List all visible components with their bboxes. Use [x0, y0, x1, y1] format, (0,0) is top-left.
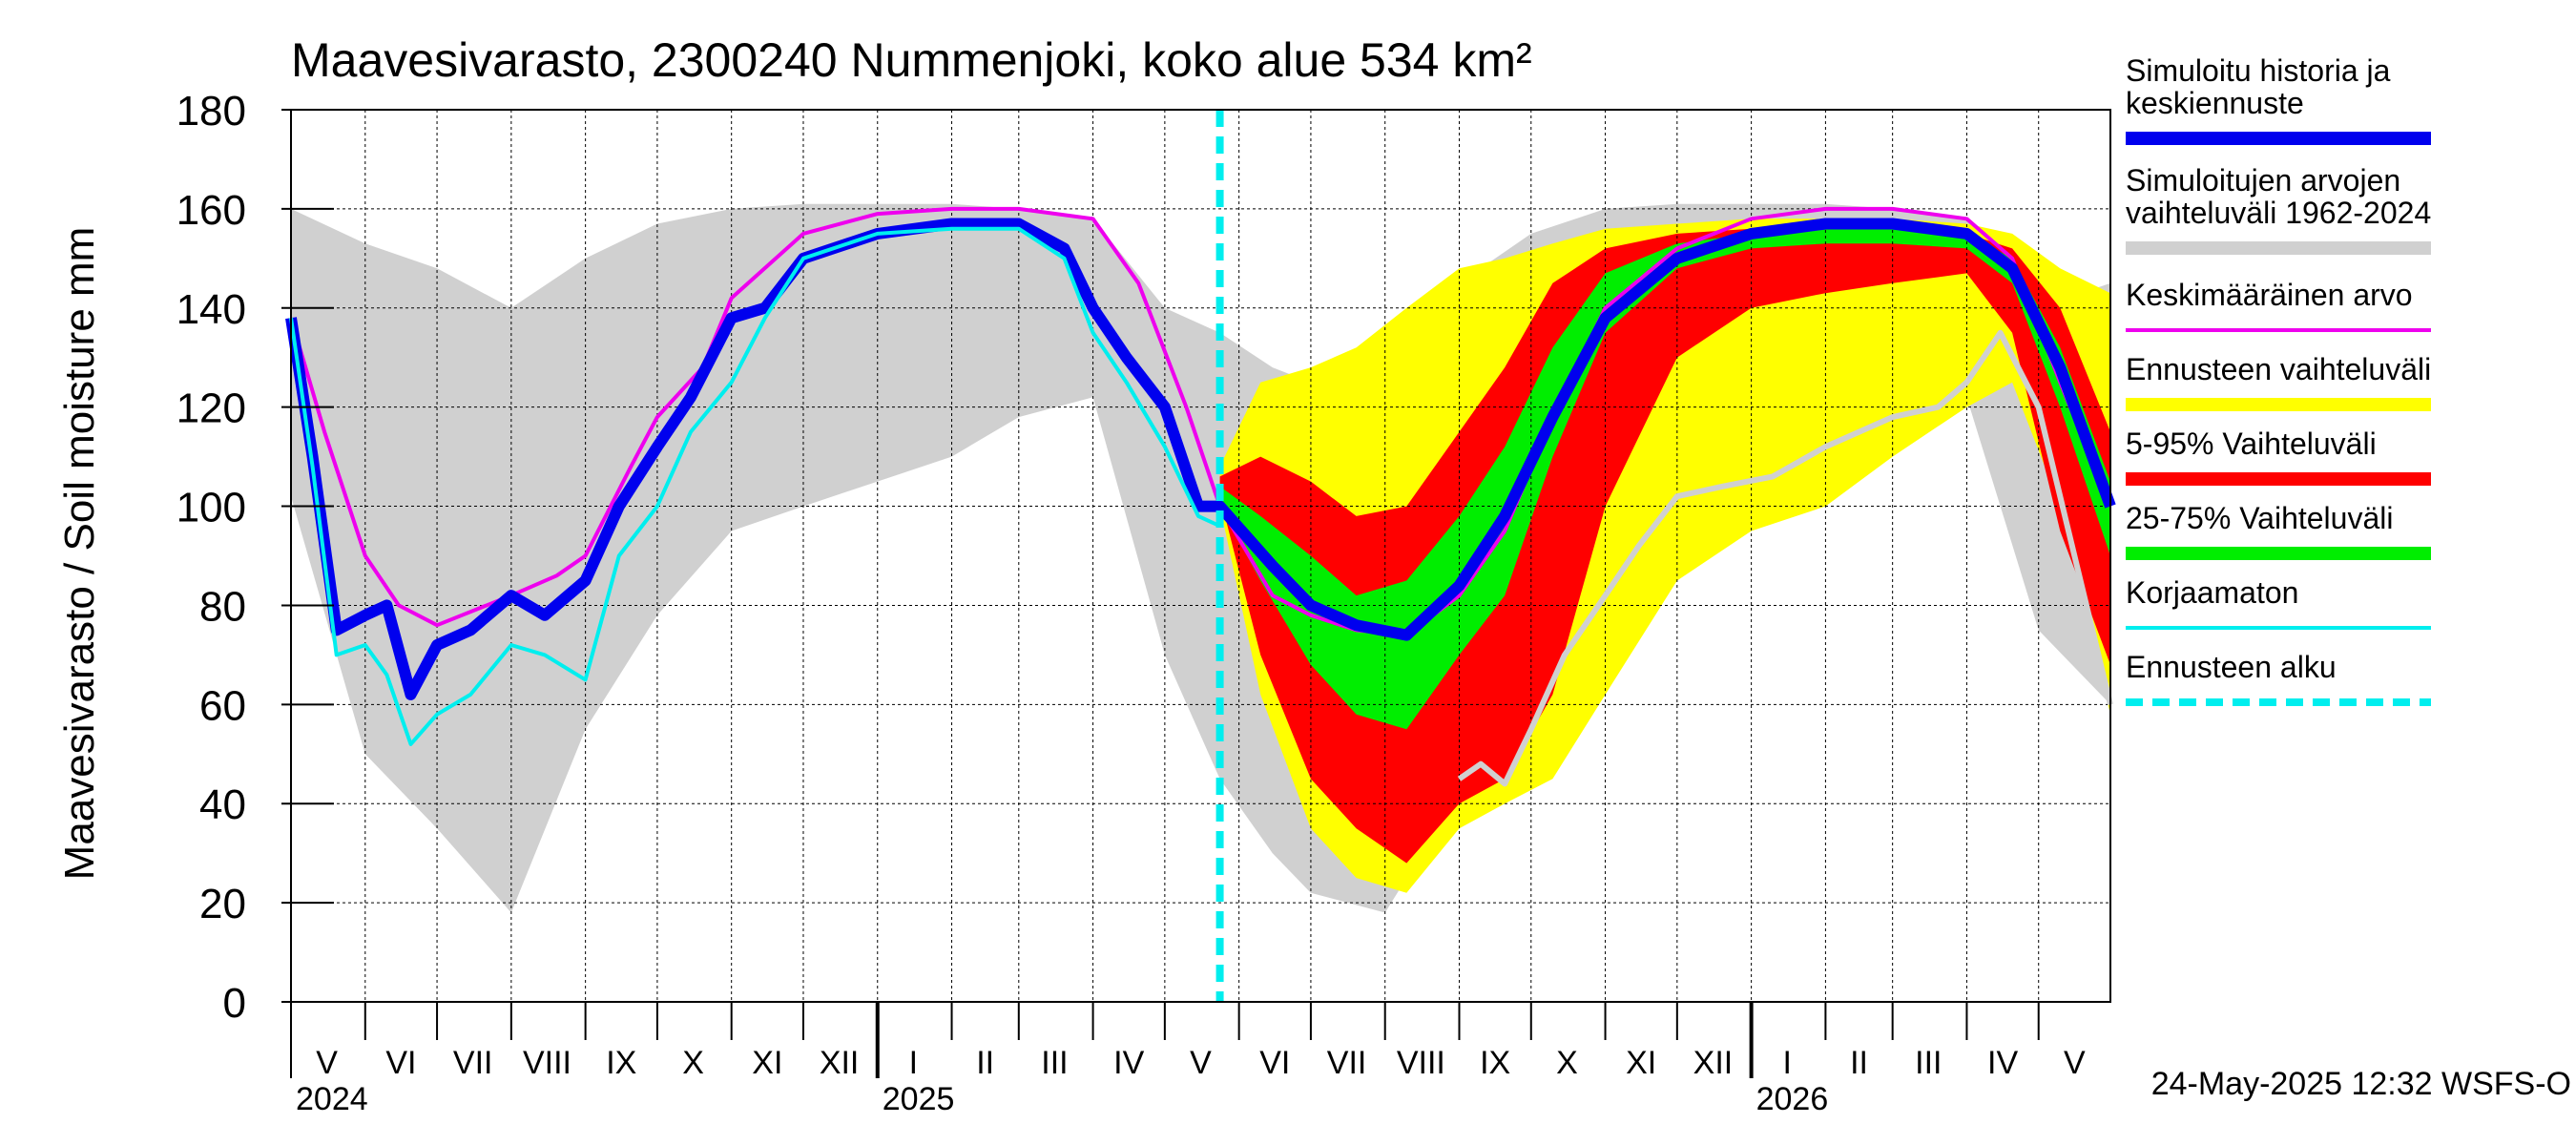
month-label: III: [1041, 1045, 1068, 1081]
chart-bands: [291, 203, 2110, 913]
month-label: IX: [606, 1045, 636, 1081]
legend-label: Ennusteen alku: [2126, 650, 2337, 684]
y-tick-label: 60: [199, 682, 246, 729]
series-line-0: [289, 206, 2112, 637]
month-label: V: [1190, 1045, 1212, 1081]
month-label: IV: [1113, 1045, 1144, 1081]
month-label: X: [682, 1045, 704, 1081]
y-tick-label: 100: [177, 485, 246, 531]
month-label: VII: [453, 1045, 493, 1081]
month-label: V: [316, 1045, 338, 1081]
legend-label: Keskimääräinen arvo: [2126, 278, 2413, 312]
legend-label: Ennusteen vaihteluväli: [2126, 352, 2431, 386]
series-line-1: [285, 218, 2116, 700]
chart-title: Maavesivarasto, 2300240 Nummenjoki, koko…: [291, 33, 1532, 87]
month-label: IV: [1987, 1045, 2018, 1081]
year-label: 2026: [1756, 1081, 1829, 1117]
month-label: II: [1850, 1045, 1868, 1081]
legend-label: keskiennuste: [2126, 86, 2304, 120]
chart-lines: [285, 110, 2116, 1002]
month-label: XII: [820, 1045, 860, 1081]
month-label: XI: [752, 1045, 782, 1081]
month-label: VII: [1327, 1045, 1367, 1081]
month-label: VIII: [1397, 1045, 1445, 1081]
month-label: VIII: [523, 1045, 571, 1081]
legend-label: vaihteluväli 1962-2024: [2126, 196, 2431, 230]
y-tick-label: 180: [177, 88, 246, 135]
legend-label: 25-75% Vaihteluväli: [2126, 501, 2393, 535]
legend-label: 5-95% Vaihteluväli: [2126, 427, 2377, 461]
month-label: X: [1556, 1045, 1578, 1081]
chart-frame: [281, 109, 2111, 1078]
month-label: XI: [1626, 1045, 1656, 1081]
month-label: I: [909, 1045, 918, 1081]
month-label: XII: [1693, 1045, 1734, 1081]
month-label: II: [976, 1045, 994, 1081]
y-tick-label: 0: [223, 980, 246, 1027]
series-line-3: [1457, 329, 2113, 787]
month-label: I: [1783, 1045, 1792, 1081]
legend-label: Korjaamaton: [2126, 575, 2298, 610]
y-tick-label: 160: [177, 187, 246, 234]
y-tick-label: 120: [177, 385, 246, 432]
y-axis-label: Maavesivarasto / Soil moisture mm: [56, 227, 103, 881]
legend-label: Simuloitu historia ja: [2126, 53, 2391, 88]
y-tick-label: 40: [199, 781, 246, 828]
series-line-2: [289, 226, 1221, 746]
month-label: VI: [1259, 1045, 1290, 1081]
plot-frame: [290, 109, 2111, 1003]
y-tick-label: 20: [199, 881, 246, 927]
year-label: 2025: [883, 1081, 955, 1117]
month-label: V: [2064, 1045, 2086, 1081]
month-label: III: [1915, 1045, 1942, 1081]
y-tick-label: 80: [199, 583, 246, 630]
y-tick-label: 140: [177, 286, 246, 333]
month-label: VI: [385, 1045, 416, 1081]
legend-label: Simuloitujen arvojen: [2126, 163, 2400, 198]
timestamp: 24-May-2025 12:32 WSFS-O: [2151, 1066, 2571, 1102]
month-label: IX: [1480, 1045, 1510, 1081]
year-label: 2024: [296, 1081, 368, 1117]
